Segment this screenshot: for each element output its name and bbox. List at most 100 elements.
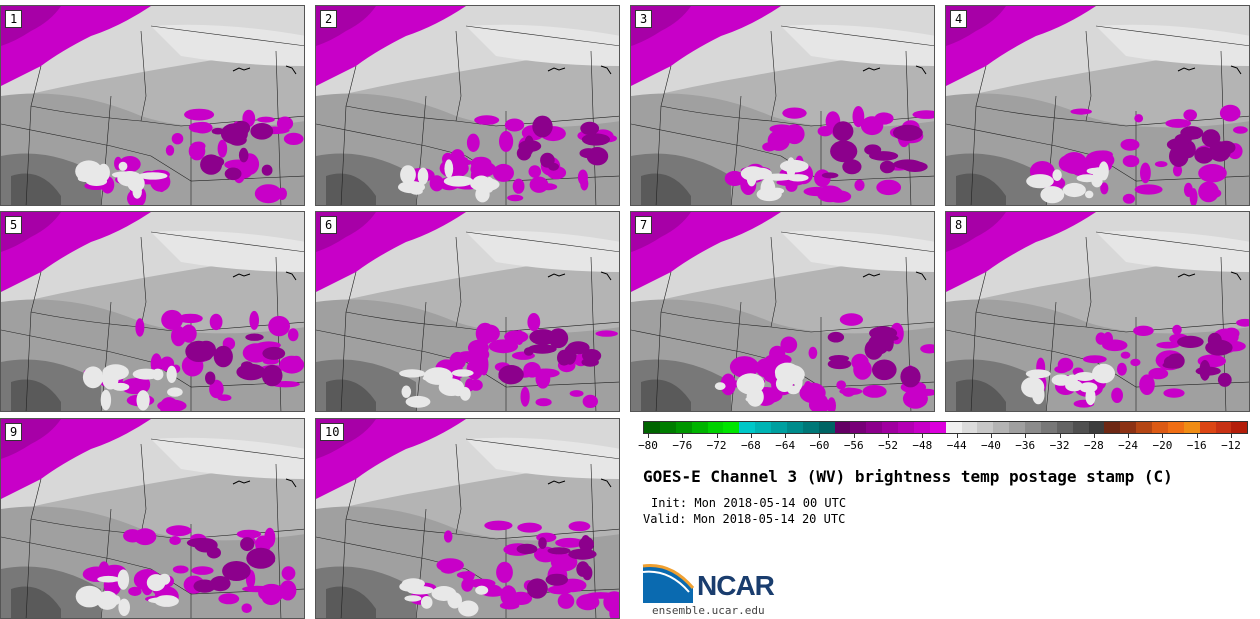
colorbar-swatch <box>1167 422 1184 433</box>
colorbar-tick <box>682 434 684 438</box>
colorbar-swatch <box>834 422 851 433</box>
colorbar-swatch <box>850 422 867 433</box>
colorbar-ticks: −80 −76 −72 −68 −64 −60 −56 −52 −48 −44 −40 −36 −32−… <box>638 434 1248 454</box>
colorbar-swatch <box>675 422 692 433</box>
colorbar-swatch <box>802 422 819 433</box>
colorbar-swatch <box>644 422 660 433</box>
member-number-label: 9 <box>5 423 23 441</box>
member-number-label: 2 <box>320 10 338 28</box>
colorbar-tick-label: −44 <box>946 439 967 452</box>
colorbar-swatch <box>659 422 676 433</box>
colorbar-tick <box>750 434 752 438</box>
stamp-panel: 2 <box>315 5 620 206</box>
colorbar-tick <box>648 434 649 438</box>
colorbar-tick-label: −76 <box>672 439 693 452</box>
colorbar-tick <box>1059 434 1061 438</box>
colorbar-tick-label: −28 <box>1083 439 1104 452</box>
stamp-panel: 1 <box>0 5 305 206</box>
colorbar-tick <box>1093 434 1095 438</box>
colorbar-tick <box>956 434 958 438</box>
colorbar-swatch <box>1152 422 1168 433</box>
colorbar-tick <box>1025 434 1027 438</box>
colorbar-swatch <box>1009 422 1025 433</box>
colorbar-tick-label: −80 <box>638 439 658 452</box>
colorbar-swatch <box>786 422 803 433</box>
colorbar-tick <box>1231 434 1232 438</box>
colorbar-swatch <box>1120 422 1137 433</box>
colorbar-swatch <box>1136 422 1152 433</box>
colorbar-swatch <box>929 422 946 433</box>
colorbar-tick-label: −60 <box>809 439 830 452</box>
colorbar-swatch <box>1072 422 1089 433</box>
colorbar-swatch <box>1040 422 1057 433</box>
colorbar-swatch <box>723 422 740 433</box>
colorbar-tick <box>1162 434 1164 438</box>
site-url: ensemble.ucar.edu <box>652 604 765 617</box>
colorbar-swatch <box>898 422 914 433</box>
colorbar-tick-label: −48 <box>912 439 933 452</box>
stamp-panel: 4 <box>945 5 1250 206</box>
colorbar-swatch <box>1231 422 1248 433</box>
colorbar-tick-label: −68 <box>740 439 761 452</box>
colorbar <box>643 421 1248 434</box>
colorbar-tick-label: −20 <box>1152 439 1173 452</box>
stamp-panel: 10 <box>315 418 620 619</box>
colorbar-swatch <box>1215 422 1232 433</box>
stamp-panel: 3 <box>630 5 935 206</box>
colorbar-swatch <box>771 422 787 433</box>
member-number-label: 3 <box>635 10 653 28</box>
colorbar-tick <box>1128 434 1130 438</box>
figure-title: GOES-E Channel 3 (WV) brightness temp po… <box>643 467 1173 486</box>
valid-time: Valid: Mon 2018-05-14 20 UTC <box>643 512 846 526</box>
member-number-label: 4 <box>950 10 968 28</box>
member-number-label: 5 <box>5 216 23 234</box>
colorbar-swatch <box>707 422 724 433</box>
colorbar-tick-label: −40 <box>981 439 1001 452</box>
colorbar-tick <box>853 434 855 438</box>
colorbar-swatch <box>866 422 883 433</box>
colorbar-swatch <box>1199 422 1216 433</box>
colorbar-tick <box>888 434 890 438</box>
colorbar-tick-label: −24 <box>1118 439 1139 452</box>
ncar-logo-icon <box>642 563 695 603</box>
colorbar-tick-label: −52 <box>878 439 898 452</box>
colorbar-tick-label: −16 <box>1186 439 1207 452</box>
colorbar-tick <box>922 434 924 438</box>
colorbar-tick-label: −36 <box>1015 439 1036 452</box>
stamp-panel: 8 <box>945 211 1250 412</box>
colorbar-swatch <box>882 422 898 433</box>
colorbar-tick-label: −12 <box>1221 439 1241 452</box>
colorbar-tick <box>990 434 992 438</box>
colorbar-swatch <box>691 422 708 433</box>
colorbar-tick <box>785 434 787 438</box>
colorbar-tick-label: −72 <box>706 439 727 452</box>
colorbar-swatch <box>945 422 962 433</box>
colorbar-swatch <box>1056 422 1073 433</box>
colorbar-tick-label: −56 <box>843 439 864 452</box>
colorbar-swatch <box>755 422 771 433</box>
colorbar-swatch <box>818 422 835 433</box>
colorbar-swatch <box>1088 422 1105 433</box>
colorbar-swatch <box>993 422 1010 433</box>
colorbar-tick-label: −64 <box>775 439 796 452</box>
member-number-label: 10 <box>320 423 345 441</box>
colorbar-tick <box>716 434 718 438</box>
member-number-label: 8 <box>950 216 968 234</box>
stamp-panel: 7 <box>630 211 935 412</box>
init-time: Init: Mon 2018-05-14 00 UTC <box>651 496 847 510</box>
colorbar-swatch <box>961 422 978 433</box>
member-number-label: 7 <box>635 216 653 234</box>
colorbar-tick-label: −32 <box>1049 439 1070 452</box>
colorbar-tick <box>1196 434 1198 438</box>
member-number-label: 1 <box>5 10 23 28</box>
stamp-panel: 5 <box>0 211 305 412</box>
colorbar-swatch <box>1183 422 1200 433</box>
colorbar-tick <box>819 434 821 438</box>
member-number-label: 6 <box>320 216 338 234</box>
colorbar-swatch <box>977 422 994 433</box>
stamp-panel: 6 <box>315 211 620 412</box>
colorbar-swatch <box>1104 422 1121 433</box>
colorbar-swatch <box>739 422 756 433</box>
logo-text: NCAR <box>697 570 775 601</box>
colorbar-swatch <box>913 422 930 433</box>
